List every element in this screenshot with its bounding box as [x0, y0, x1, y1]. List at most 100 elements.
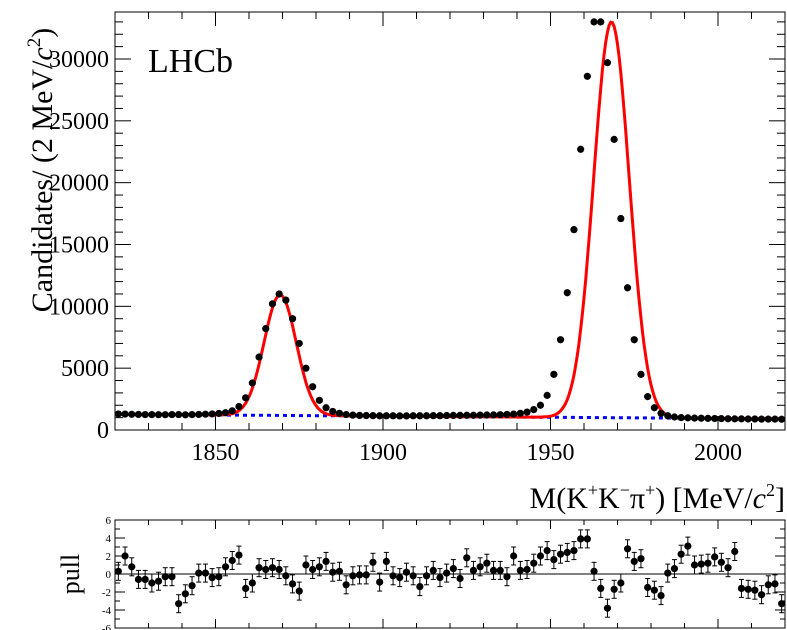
data-point [181, 411, 189, 419]
data-point [215, 409, 223, 418]
data-point [617, 214, 625, 223]
data-point [349, 411, 357, 419]
data-point [148, 410, 156, 419]
data-point [315, 396, 323, 404]
pull-point [469, 566, 478, 575]
pull-point [644, 583, 652, 592]
pull-point [121, 552, 129, 560]
pull-point [717, 558, 725, 566]
data-point [443, 411, 451, 420]
pull-axis-label: pull [56, 554, 85, 594]
pull-point [255, 564, 263, 572]
pull-y-tick-label: -6 [102, 623, 112, 630]
pull-point [737, 584, 746, 593]
data-point [657, 409, 665, 417]
pull-point [757, 591, 766, 599]
pull-point [322, 557, 330, 566]
data-point [121, 410, 129, 418]
pull-point [248, 579, 256, 587]
data-point [228, 407, 236, 415]
pull-point [711, 553, 719, 561]
pull-point [657, 592, 665, 600]
pull-point [664, 569, 672, 577]
pull-point [128, 563, 136, 571]
pull-point [650, 586, 658, 594]
data-point [221, 409, 230, 417]
data-point [208, 410, 216, 418]
data-point [771, 415, 779, 423]
pull-point [724, 564, 732, 572]
pull-y-tick-label: 6 [106, 515, 112, 527]
pull-point [416, 583, 424, 591]
pull-points [114, 529, 786, 618]
pull-point [476, 563, 484, 571]
pull-point [376, 578, 384, 586]
data-point [322, 404, 330, 412]
data-point [476, 411, 484, 419]
y-tick-label: 20000 [49, 171, 109, 197]
data-point [744, 415, 752, 423]
pull-point [114, 567, 122, 575]
data-point [731, 415, 739, 423]
data-point [737, 415, 746, 423]
data-point [610, 135, 618, 143]
data-point [456, 411, 464, 420]
x-tick-label: 2000 [694, 440, 742, 466]
data-point [335, 409, 344, 417]
data-point [483, 411, 491, 419]
data-point [778, 415, 786, 423]
data-point [389, 412, 397, 420]
pull-point [751, 586, 759, 594]
pull-point [141, 575, 149, 584]
data-point [463, 411, 471, 419]
data-point [429, 412, 437, 420]
pull-point [597, 584, 605, 593]
y-tick-label: 0 [97, 418, 109, 444]
pull-point [201, 569, 210, 577]
pull-point [382, 557, 390, 566]
fit-curves [115, 20, 785, 421]
data-point [309, 383, 317, 391]
data-point [664, 412, 672, 420]
data-point [684, 414, 692, 422]
x-tick-label: 1950 [527, 440, 575, 466]
pull-point [342, 581, 350, 589]
pull-point [530, 559, 538, 567]
main-axis-ticks: 1850 1900 1950 2000050001000015000200002500… [49, 12, 786, 466]
pull-point [744, 585, 752, 593]
pull-point [684, 542, 692, 550]
data-point [496, 411, 504, 419]
pull-point [523, 565, 531, 574]
data-point [577, 145, 585, 153]
pull-point [536, 552, 545, 560]
pull-y-tick-label: -4 [102, 605, 112, 617]
pull-y-tick-label: -2 [102, 587, 111, 599]
data-point [523, 408, 531, 416]
pull-y-tick-label: 2 [106, 551, 112, 563]
pull-point [443, 569, 451, 577]
pull-point [355, 571, 364, 579]
pull-point [422, 572, 431, 580]
y-axis-label-main: Candidates/ (2 MeV/ [26, 60, 59, 312]
pull-point [396, 574, 404, 582]
pull-point [268, 564, 277, 572]
pull-point [603, 604, 612, 612]
data-point [677, 414, 685, 422]
data-point [268, 300, 277, 308]
data-point [282, 296, 290, 304]
pull-point [496, 566, 504, 575]
pull-point [302, 561, 310, 569]
pull-point [543, 547, 551, 555]
data-point [510, 410, 518, 418]
pull-point [617, 579, 625, 587]
data-point [503, 410, 511, 419]
data-point [255, 353, 263, 361]
y-tick-label: 25000 [49, 109, 109, 135]
data-point [235, 402, 243, 411]
pull-point [188, 582, 196, 590]
data-point [637, 370, 645, 378]
data-point [650, 404, 658, 412]
pull-point [577, 535, 585, 543]
data-point [697, 414, 705, 422]
